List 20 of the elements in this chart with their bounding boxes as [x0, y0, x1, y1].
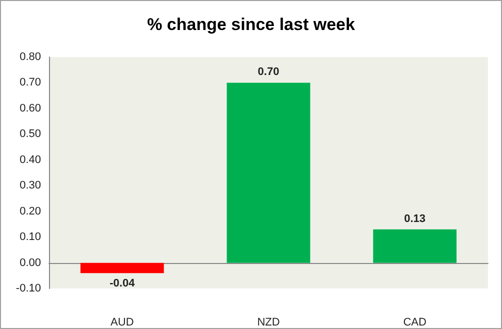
y-tick-label: 0.50 — [20, 128, 41, 140]
chart-title: % change since last week — [147, 15, 356, 34]
y-tick-label: 0.00 — [20, 256, 41, 269]
y-tick-label: -0.10 — [16, 282, 41, 295]
y-tick-label: 0.10 — [20, 231, 41, 244]
y-tick-label: 0.80 — [20, 51, 41, 63]
data-label: 0.13 — [404, 212, 426, 225]
x-tick-label: AUD — [110, 316, 134, 328]
x-tick-label: CAD — [403, 316, 426, 328]
bar — [373, 229, 457, 263]
y-tick-label: 0.40 — [20, 154, 41, 166]
data-label: -0.04 — [110, 278, 136, 290]
x-tick-label: NZD — [257, 316, 280, 328]
y-tick-label: 0.60 — [20, 102, 41, 114]
y-tick-label: 0.20 — [20, 205, 41, 218]
y-tick-label: 0.30 — [20, 180, 41, 192]
y-tick-label: 0.70 — [20, 76, 41, 89]
data-label: 0.70 — [258, 66, 280, 78]
bar — [226, 82, 310, 263]
bar — [80, 262, 164, 274]
